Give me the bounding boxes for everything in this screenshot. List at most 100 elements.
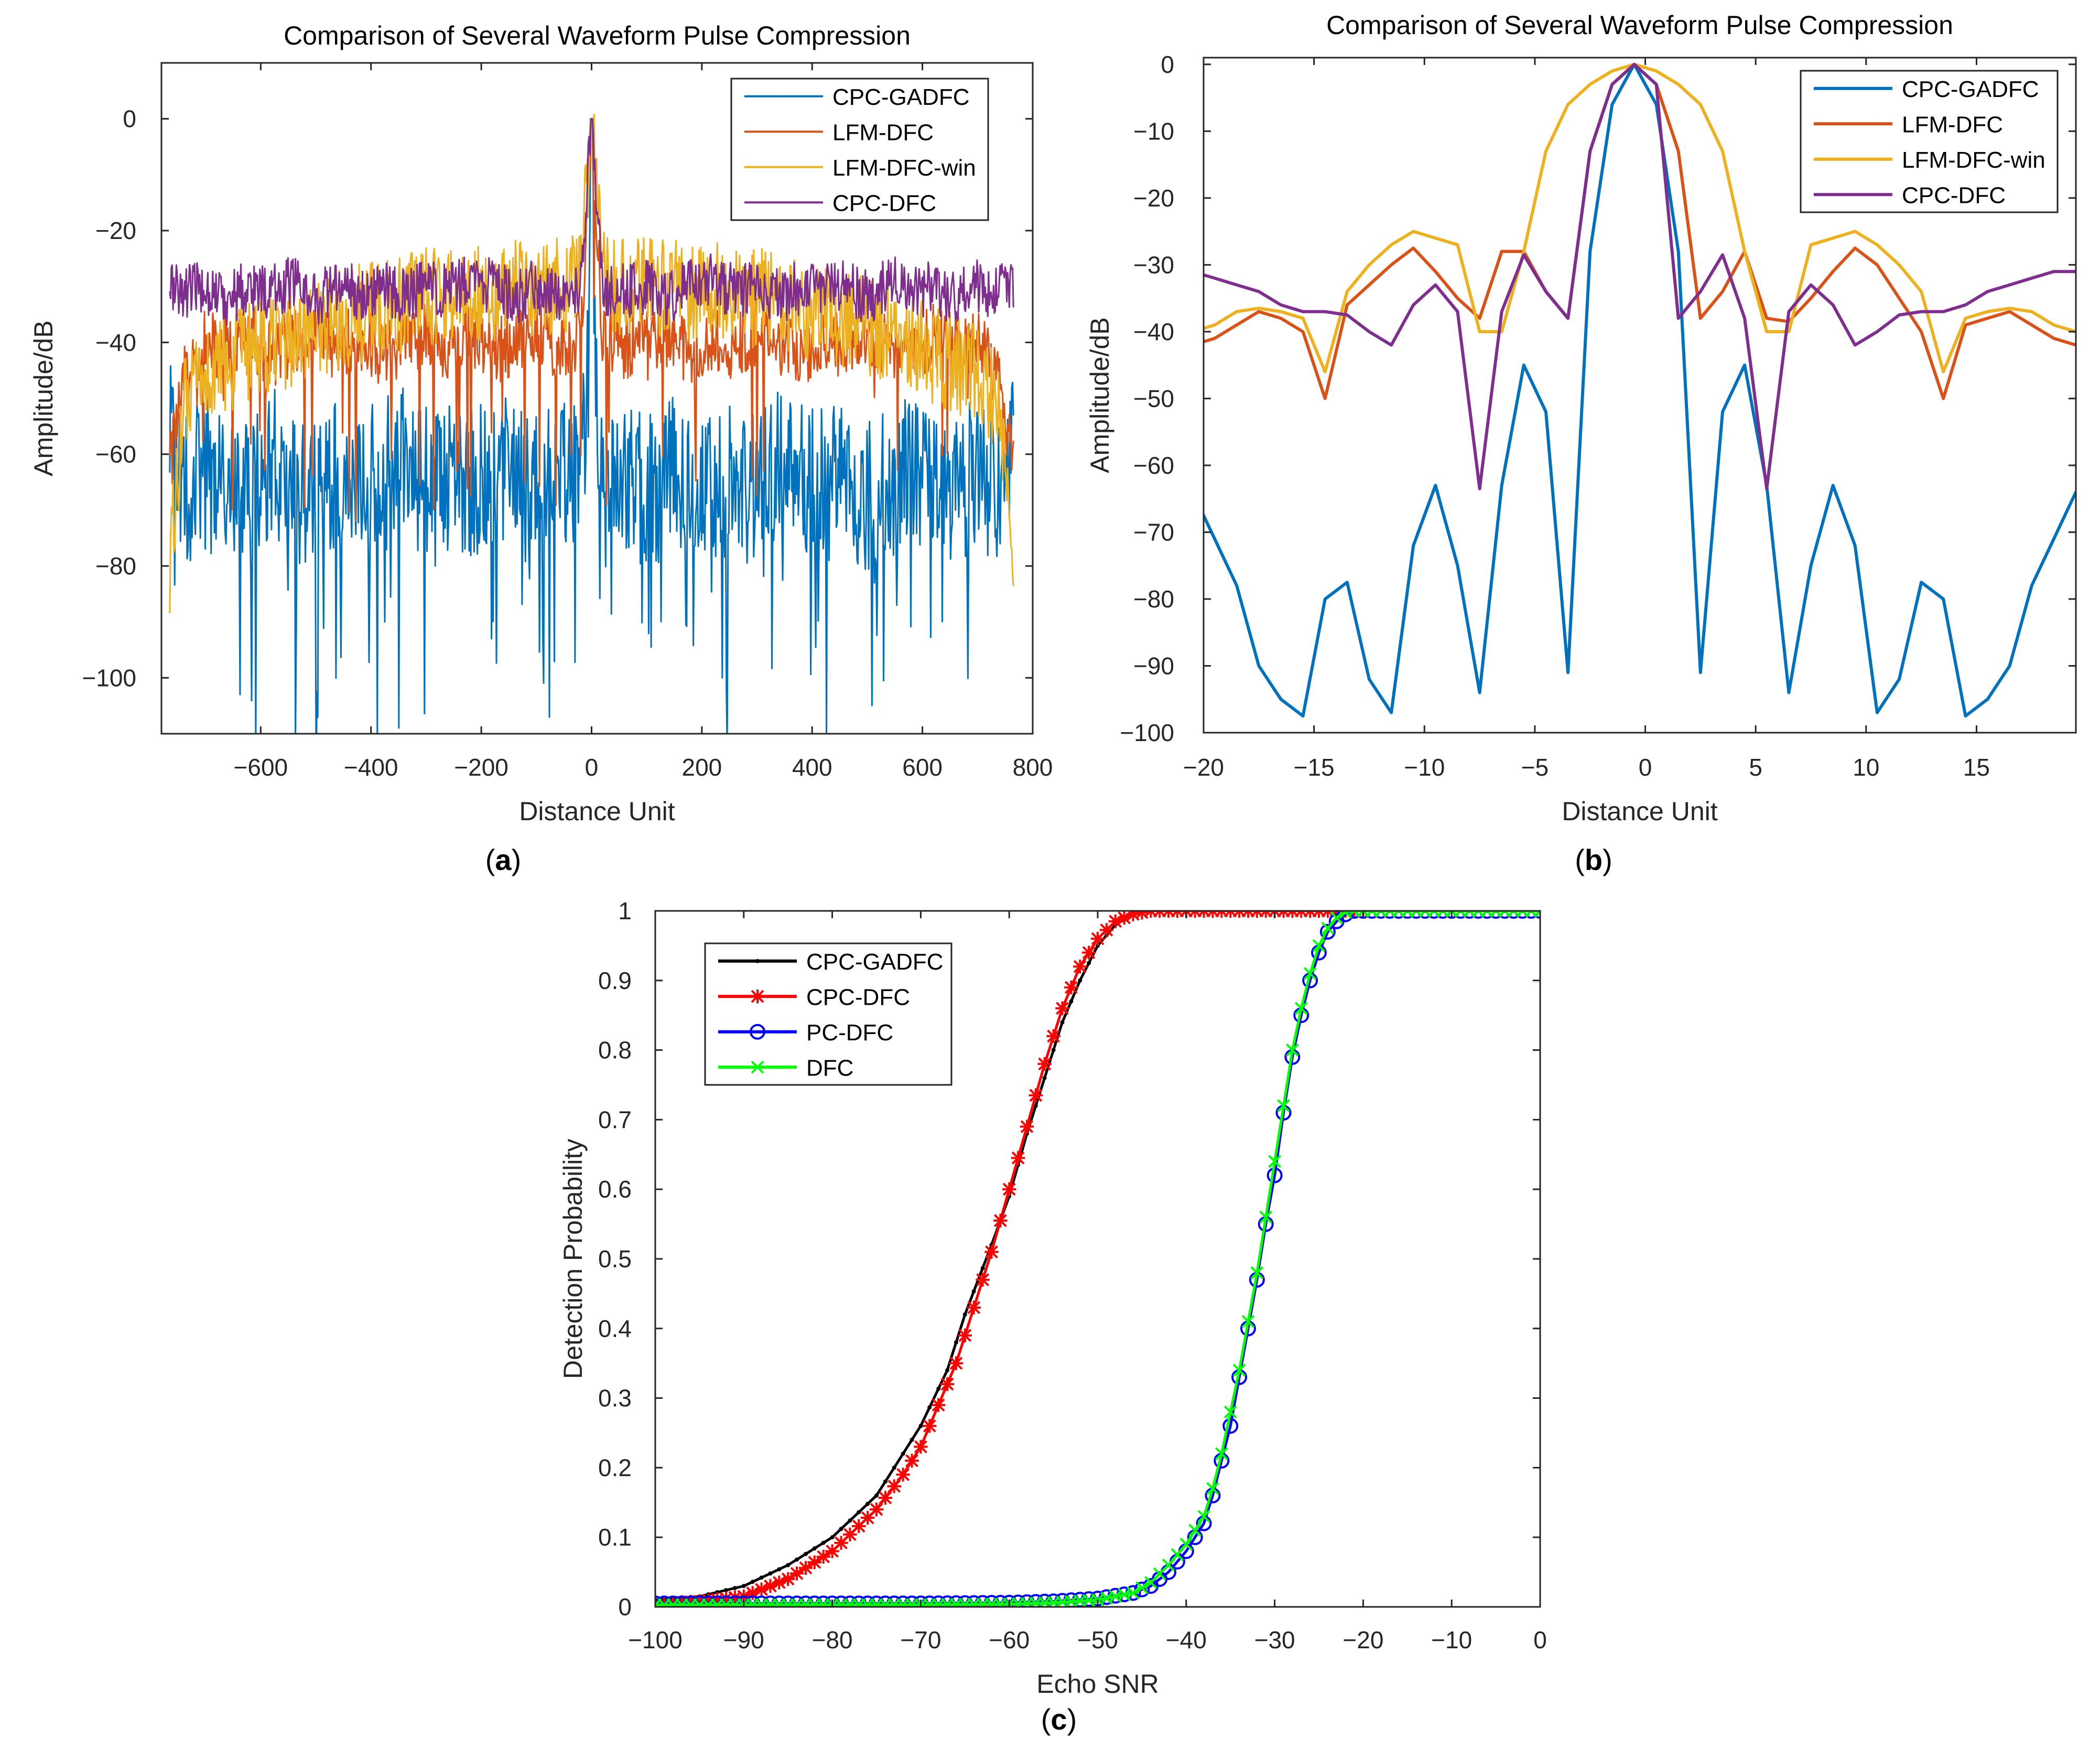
marker-pc-dfc bbox=[1382, 911, 1398, 919]
legend-box bbox=[1800, 70, 2059, 213]
legend-marker-pc-dfc bbox=[750, 1024, 765, 1040]
y-tick-label: −60 bbox=[1133, 452, 1174, 479]
series-group bbox=[655, 911, 1540, 1607]
x-tick-label: −90 bbox=[723, 1626, 764, 1654]
x-tick-label: 5 bbox=[1749, 754, 1762, 781]
marker-cpc-dfc bbox=[772, 1575, 786, 1590]
axes-frame bbox=[160, 62, 1034, 735]
marker-pc-dfc bbox=[1479, 911, 1495, 919]
x-tick-label: −5 bbox=[1521, 754, 1549, 781]
marker-dfc bbox=[1162, 1558, 1175, 1572]
y-tick-label: 0.7 bbox=[598, 1106, 632, 1133]
marker-dfc bbox=[1533, 911, 1540, 918]
legend-label-cpc-dfc: CPC-DFC bbox=[832, 190, 936, 216]
marker-cpc-dfc bbox=[1011, 1151, 1025, 1165]
marker-cpc-dfc bbox=[1020, 1119, 1034, 1134]
y-tick-label: −100 bbox=[1120, 719, 1174, 746]
x-tick-label: −600 bbox=[234, 754, 288, 781]
marker-dfc bbox=[1259, 1210, 1273, 1224]
y-tick-label: −40 bbox=[1133, 318, 1174, 345]
marker-cpc-gadfc bbox=[857, 1510, 861, 1515]
legend-label-lfm-dfc: LFM-DFC bbox=[1902, 112, 2003, 137]
legend-label-pc-dfc: PC-DFC bbox=[806, 1020, 893, 1046]
marker-cpc-dfc bbox=[781, 1572, 795, 1586]
marker-cpc-dfc bbox=[1126, 911, 1140, 921]
marker-cpc-gadfc bbox=[980, 1266, 985, 1270]
marker-cpc-dfc bbox=[692, 1594, 707, 1607]
marker-cpc-dfc bbox=[1029, 1088, 1043, 1103]
series-line-cpc-dfc bbox=[169, 118, 1014, 326]
x-axis-label: Distance Unit bbox=[1562, 797, 1717, 826]
caption-paren-close: ) bbox=[1067, 1703, 1077, 1736]
legend-label-cpc-dfc: CPC-DFC bbox=[806, 984, 910, 1010]
marker-dfc bbox=[1206, 1482, 1219, 1495]
marker-cpc-gadfc bbox=[874, 1493, 879, 1498]
x-tick-label: 600 bbox=[902, 754, 943, 781]
y-tick-label: 0.1 bbox=[598, 1524, 632, 1551]
series-line-cpc-dfc bbox=[1204, 62, 2076, 491]
x-tick-label: −10 bbox=[1404, 754, 1445, 781]
marker-cpc-dfc bbox=[816, 1550, 830, 1564]
marker-pc-dfc bbox=[1488, 911, 1504, 919]
y-tick-label: 0.5 bbox=[598, 1245, 632, 1273]
marker-dfc bbox=[1224, 1405, 1237, 1419]
y-axis-label: Detection Probability bbox=[558, 1139, 588, 1379]
marker-cpc-gadfc bbox=[759, 1575, 764, 1580]
y-tick-label: −20 bbox=[95, 217, 136, 244]
marker-cpc-dfc bbox=[1135, 911, 1149, 920]
marker-cpc-dfc bbox=[834, 1536, 848, 1550]
legend-label-cpc-dfc: CPC-DFC bbox=[1902, 182, 2006, 208]
legend-box bbox=[704, 942, 952, 1086]
x-tick-label: 0 bbox=[585, 754, 599, 781]
marker-cpc-gadfc bbox=[768, 1571, 773, 1576]
marker-cpc-dfc bbox=[931, 1398, 946, 1412]
x-axis-label: Echo SNR bbox=[1036, 1669, 1159, 1699]
marker-dfc bbox=[1179, 1538, 1193, 1551]
marker-cpc-dfc bbox=[914, 1440, 928, 1454]
marker-cpc-gadfc bbox=[971, 1289, 976, 1293]
marker-cpc-gadfc bbox=[883, 1479, 887, 1484]
x-tick-label: −100 bbox=[628, 1626, 683, 1654]
marker-dfc bbox=[1171, 1548, 1184, 1561]
marker-cpc-gadfc bbox=[839, 1527, 843, 1531]
marker-cpc-gadfc bbox=[945, 1368, 950, 1373]
marker-pc-dfc bbox=[1399, 911, 1415, 919]
legend-marker-dfc bbox=[751, 1060, 764, 1074]
axes-frame bbox=[1203, 57, 2077, 734]
marker-cpc-gadfc bbox=[786, 1563, 791, 1568]
marker-pc-dfc bbox=[1390, 911, 1406, 919]
y-tick-label: 0.9 bbox=[598, 967, 632, 994]
marker-cpc-gadfc bbox=[803, 1552, 808, 1557]
marker-cpc-dfc bbox=[940, 1377, 955, 1391]
marker-cpc-dfc bbox=[710, 1592, 724, 1606]
marker-dfc bbox=[1232, 1364, 1246, 1377]
legend-marker-cpc-gadfc bbox=[755, 959, 760, 963]
marker-cpc-gadfc bbox=[777, 1567, 782, 1572]
marker-cpc-dfc bbox=[719, 1591, 733, 1605]
y-tick-label: −10 bbox=[1133, 117, 1174, 145]
y-tick-label: 0 bbox=[123, 105, 136, 133]
marker-cpc-gadfc bbox=[1060, 1020, 1065, 1025]
marker-cpc-dfc bbox=[869, 1502, 884, 1517]
series-group bbox=[1204, 62, 2076, 718]
marker-pc-dfc bbox=[1373, 911, 1389, 919]
x-tick-label: −200 bbox=[454, 754, 508, 781]
marker-cpc-gadfc bbox=[1069, 999, 1074, 1004]
x-tick-label: 800 bbox=[1013, 754, 1053, 781]
caption-paren-open: ( bbox=[1041, 1703, 1051, 1736]
caption-a: (a) bbox=[485, 843, 521, 876]
marker-cpc-dfc bbox=[843, 1527, 857, 1542]
legend: CPC-GADFC CPC-DFC PC-DFC DFC bbox=[704, 942, 952, 1086]
marker-pc-dfc bbox=[1506, 911, 1522, 919]
legend-label-cpc-gadfc: CPC-GADFC bbox=[806, 949, 944, 975]
x-tick-label: −20 bbox=[1343, 1626, 1383, 1654]
marker-pc-dfc bbox=[1408, 911, 1424, 919]
marker-pc-dfc bbox=[1346, 911, 1362, 919]
marker-cpc-gadfc bbox=[1051, 1048, 1056, 1052]
marker-dfc bbox=[1268, 1155, 1282, 1168]
legend: CPC-GADFC LFM-DFC LFM-DFC-win CPC-DFC bbox=[1800, 70, 2059, 213]
marker-pc-dfc bbox=[1364, 911, 1380, 919]
marker-cpc-gadfc bbox=[918, 1423, 923, 1428]
marker-dfc bbox=[1135, 1581, 1149, 1594]
